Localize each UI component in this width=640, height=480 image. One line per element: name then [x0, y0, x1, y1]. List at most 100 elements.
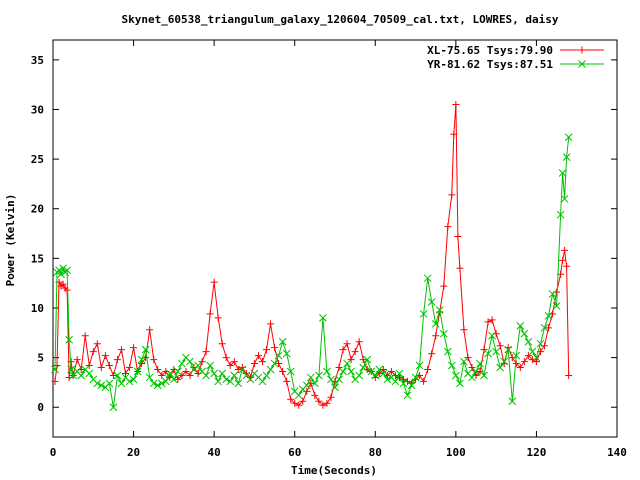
- data-point: [234, 366, 242, 374]
- data-point: [359, 356, 367, 364]
- data-point: [214, 314, 222, 322]
- data-point: [419, 310, 428, 318]
- data-point: [306, 373, 315, 382]
- data-point: [315, 397, 323, 405]
- data-point: [141, 345, 150, 354]
- y-tick-label: 5: [37, 352, 44, 365]
- data-point: [439, 329, 448, 338]
- data-point: [149, 379, 158, 388]
- legend-marker-yr: [578, 60, 586, 68]
- legend-label-xl: XL-75.65 Tsys:79.90: [427, 44, 553, 57]
- data-point: [286, 367, 295, 376]
- data-point: [51, 365, 59, 374]
- data-point: [387, 367, 395, 375]
- x-tick-label: 100: [446, 446, 466, 459]
- series-line: [54, 137, 570, 408]
- data-point: [447, 361, 456, 370]
- data-point: [302, 381, 311, 390]
- data-point: [528, 347, 537, 356]
- data-point: [174, 367, 182, 376]
- data-point: [423, 274, 432, 283]
- data-point: [516, 321, 525, 330]
- data-point: [428, 350, 436, 358]
- data-point: [278, 337, 287, 346]
- data-point: [335, 364, 343, 372]
- x-tick-label: 120: [526, 446, 546, 459]
- data-point: [379, 369, 388, 378]
- data-point: [444, 223, 452, 231]
- data-point: [153, 381, 162, 390]
- data-point: [165, 369, 174, 378]
- data-point: [246, 375, 255, 384]
- data-point: [343, 340, 351, 348]
- data-point: [279, 367, 287, 375]
- data-point: [186, 371, 194, 379]
- data-point: [480, 371, 488, 380]
- data-point: [558, 169, 567, 177]
- data-point: [452, 371, 460, 380]
- data-point: [214, 377, 223, 386]
- data-point: [311, 379, 319, 388]
- data-point: [262, 371, 271, 380]
- data-point: [472, 367, 480, 376]
- data-point: [258, 377, 267, 386]
- data-point: [540, 323, 549, 332]
- data-point: [331, 383, 339, 392]
- data-point: [129, 375, 138, 384]
- y-axis-label: Power (Kelvin): [4, 194, 17, 287]
- data-point: [399, 375, 407, 383]
- data-point: [59, 280, 67, 288]
- data-point: [315, 371, 323, 380]
- data-point: [113, 356, 121, 364]
- data-point: [355, 371, 364, 380]
- data-point: [206, 361, 214, 370]
- series-line: [54, 104, 570, 406]
- plot-frame: [52, 39, 618, 438]
- data-point: [311, 391, 319, 399]
- data-point: [238, 365, 247, 374]
- data-point: [327, 393, 335, 401]
- data-point: [146, 326, 154, 334]
- data-point: [63, 266, 71, 275]
- y-tick-label: 0: [37, 401, 44, 414]
- data-point: [532, 353, 541, 362]
- data-point: [411, 373, 420, 382]
- x-tick-label: 60: [288, 446, 301, 459]
- data-point: [230, 358, 238, 366]
- data-point: [250, 360, 258, 368]
- data-point: [464, 354, 472, 362]
- data-point: [450, 130, 458, 138]
- data-point: [420, 377, 428, 385]
- data-point: [65, 335, 73, 344]
- data-point: [562, 153, 571, 161]
- x-tick-label: 0: [50, 446, 57, 459]
- data-point: [468, 364, 476, 372]
- data-point: [448, 191, 456, 199]
- data-point: [339, 346, 347, 354]
- data-point: [399, 379, 408, 388]
- data-point: [432, 332, 440, 340]
- x-tick-label: 140: [607, 446, 627, 459]
- x-tick-label: 20: [127, 446, 140, 459]
- data-point: [77, 371, 86, 380]
- data-point: [427, 298, 436, 306]
- data-point: [295, 401, 303, 409]
- data-point: [500, 357, 509, 366]
- data-point: [440, 282, 448, 290]
- data-point: [182, 367, 190, 375]
- data-point: [234, 379, 243, 388]
- data-point: [468, 373, 476, 382]
- data-point: [508, 397, 517, 406]
- data-point: [93, 379, 102, 388]
- data-point: [294, 391, 303, 400]
- data-point: [109, 371, 117, 379]
- data-point: [81, 332, 89, 340]
- chart-title: Skynet_60538_triangulum_galaxy_120604_70…: [121, 13, 558, 26]
- data-point: [363, 355, 372, 364]
- data-point: [158, 371, 166, 379]
- y-tick-label: 30: [31, 103, 44, 116]
- x-tick-label: 40: [208, 446, 221, 459]
- data-point: [97, 381, 106, 390]
- data-point: [339, 367, 347, 376]
- data-point: [544, 312, 553, 320]
